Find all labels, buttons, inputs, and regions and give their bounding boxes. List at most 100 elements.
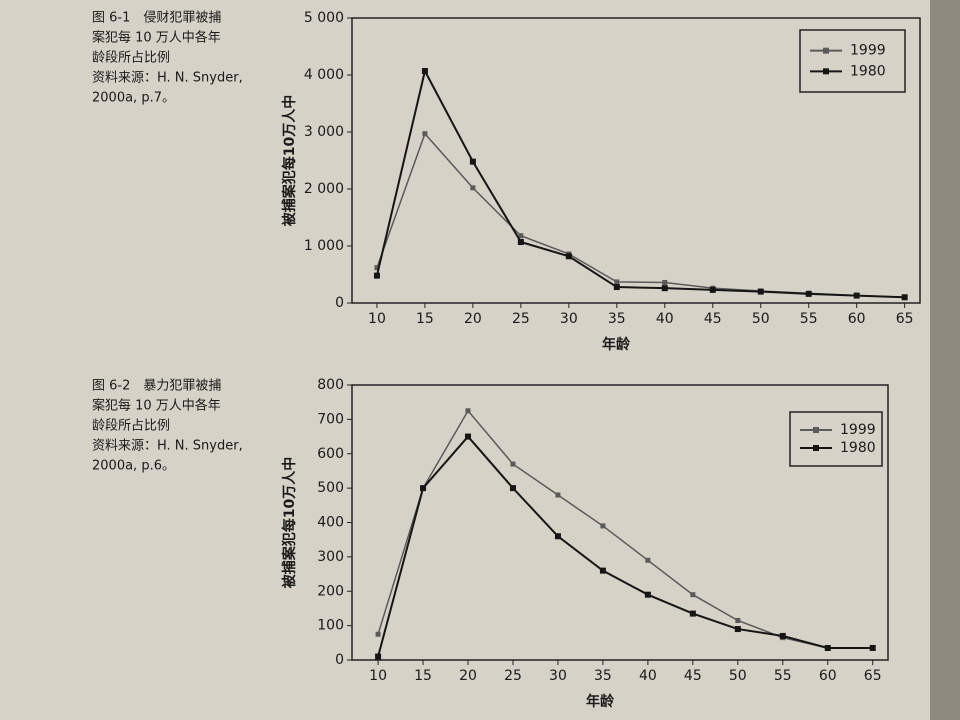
series-line bbox=[375, 68, 905, 299]
x-tick-label: 65 bbox=[864, 668, 882, 684]
data-point bbox=[465, 433, 472, 440]
data-point bbox=[510, 461, 516, 467]
series-line bbox=[377, 409, 873, 649]
data-point bbox=[465, 408, 471, 414]
caption-line: 图 6-2 暴力犯罪被捕 bbox=[92, 378, 221, 394]
legend-label: 1999 bbox=[840, 422, 876, 438]
caption-line: 案犯每 10 万人中各年 bbox=[92, 30, 221, 46]
caption-line: 2000a, p.6。 bbox=[92, 459, 175, 474]
y-tick-label: 2 000 bbox=[304, 181, 344, 197]
x-tick-label: 35 bbox=[594, 668, 612, 684]
legend-box bbox=[799, 29, 906, 93]
caption-line: 龄段所占比例 bbox=[92, 51, 170, 66]
data-point bbox=[709, 286, 716, 293]
y-tick-label: 800 bbox=[317, 377, 344, 393]
x-tick-label: 25 bbox=[504, 668, 522, 684]
y-axis-label: 被捕案犯每10万人中 bbox=[281, 457, 298, 588]
x-tick-label: 15 bbox=[414, 668, 432, 684]
page-edge bbox=[930, 0, 960, 720]
caption-line: 龄段所占比例 bbox=[92, 419, 170, 434]
data-point bbox=[421, 68, 428, 75]
y-tick-label: 3 000 bbox=[304, 124, 344, 140]
data-point bbox=[613, 284, 620, 291]
x-tick-label: 60 bbox=[819, 668, 837, 684]
x-tick-label: 30 bbox=[549, 668, 567, 684]
legend-marker bbox=[823, 47, 829, 54]
x-tick-label: 60 bbox=[848, 311, 866, 327]
data-point bbox=[517, 239, 524, 246]
x-tick-label: 45 bbox=[684, 668, 702, 684]
data-point bbox=[662, 279, 668, 285]
x-tick-label: 10 bbox=[369, 668, 387, 684]
y-axis-label: 被捕案犯每10万人中 bbox=[281, 95, 298, 226]
caption-line: 资料来源：H. N. Snyder, bbox=[92, 439, 243, 454]
legend-label: 1999 bbox=[850, 43, 886, 59]
data-point bbox=[644, 591, 651, 598]
legend-label: 1980 bbox=[850, 63, 886, 79]
data-point bbox=[375, 631, 381, 637]
y-tick-label: 600 bbox=[317, 446, 344, 462]
x-axis-label: 年龄 bbox=[586, 693, 615, 710]
y-tick-label: 400 bbox=[317, 515, 344, 531]
y-tick-label: 300 bbox=[317, 549, 344, 565]
x-tick-label: 55 bbox=[800, 311, 818, 327]
data-point bbox=[735, 617, 741, 623]
data-point bbox=[853, 292, 860, 299]
y-tick-label: 1 000 bbox=[304, 238, 344, 254]
data-point bbox=[901, 294, 908, 301]
x-tick-label: 65 bbox=[896, 311, 914, 327]
x-tick-label: 30 bbox=[560, 311, 578, 327]
data-point bbox=[869, 644, 876, 651]
legend-label: 1980 bbox=[840, 440, 876, 456]
x-axis-label: 年龄 bbox=[602, 336, 631, 353]
x-tick-label: 25 bbox=[512, 311, 530, 327]
data-point bbox=[555, 492, 561, 498]
data-point bbox=[661, 285, 668, 292]
data-point bbox=[690, 592, 696, 598]
x-tick-label: 20 bbox=[459, 668, 477, 684]
data-point bbox=[373, 272, 380, 279]
caption-line: 图 6-1 侵财犯罪被捕 bbox=[92, 10, 221, 26]
data-point bbox=[734, 626, 741, 633]
x-tick-label: 40 bbox=[639, 668, 657, 684]
plot-frame bbox=[351, 17, 921, 304]
data-point bbox=[614, 279, 620, 285]
data-point bbox=[565, 253, 572, 260]
y-tick-label: 0 bbox=[335, 652, 344, 668]
y-tick-label: 0 bbox=[335, 295, 344, 311]
caption-line: 2000a, p.7。 bbox=[92, 91, 175, 106]
legend-box bbox=[789, 411, 883, 467]
data-point bbox=[374, 265, 380, 271]
y-tick-label: 4 000 bbox=[304, 67, 344, 83]
caption-line: 资料来源：H. N. Snyder, bbox=[92, 71, 243, 86]
caption-line: 案犯每 10 万人中各年 bbox=[92, 398, 221, 414]
data-point bbox=[805, 290, 812, 297]
x-tick-label: 40 bbox=[656, 311, 674, 327]
x-tick-label: 35 bbox=[608, 311, 626, 327]
x-tick-label: 50 bbox=[729, 668, 747, 684]
data-point bbox=[599, 567, 606, 574]
data-point bbox=[420, 485, 427, 492]
x-tick-label: 15 bbox=[416, 311, 434, 327]
x-tick-label: 55 bbox=[774, 668, 792, 684]
x-tick-label: 45 bbox=[704, 311, 722, 327]
data-point bbox=[757, 288, 764, 295]
y-tick-label: 200 bbox=[317, 583, 344, 599]
data-point bbox=[600, 523, 606, 529]
y-tick-label: 500 bbox=[317, 480, 344, 496]
data-point bbox=[375, 653, 382, 660]
data-point bbox=[645, 557, 651, 563]
y-tick-label: 5 000 bbox=[304, 10, 344, 26]
legend-marker bbox=[823, 68, 829, 75]
data-point bbox=[509, 485, 516, 492]
data-point bbox=[779, 632, 786, 639]
data-point bbox=[469, 158, 476, 165]
x-tick-label: 50 bbox=[752, 311, 770, 327]
x-tick-label: 10 bbox=[368, 311, 386, 327]
data-point bbox=[554, 533, 561, 540]
x-tick-label: 20 bbox=[464, 311, 482, 327]
legend-marker bbox=[813, 427, 819, 433]
